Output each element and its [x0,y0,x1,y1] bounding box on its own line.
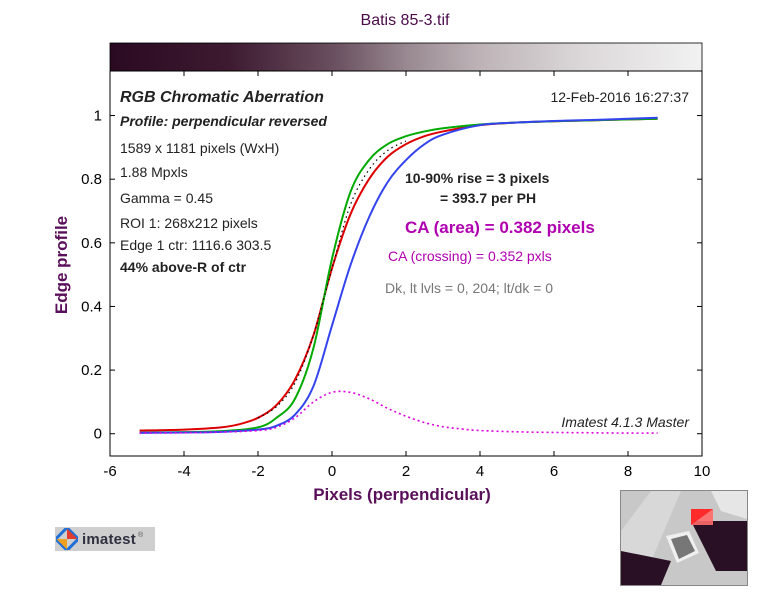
info-dk: Dk, lt lvls = 0, 204; lt/dk = 0 [385,280,553,296]
info-mpxls: 1.88 Mpxls [120,164,188,180]
y-tick-label: 0.6 [81,235,102,252]
x-tick-label: -2 [251,463,264,480]
series-line-3 [139,390,658,434]
info-rise2: = 393.7 per PH [440,190,536,206]
info-ca-crossing: CA (crossing) = 0.352 pxls [388,248,552,264]
y-tick-label: 0.4 [81,298,102,315]
x-tick-label: -4 [177,463,190,480]
imatest-logo-icon [56,528,78,550]
roi-thumbnail-image [621,491,747,585]
x-tick-label: -6 [103,463,116,480]
x-tick-label: 0 [328,463,336,480]
x-tick-label: 8 [624,463,632,480]
series-line-4 [257,140,407,419]
imatest-logo-registered: ® [137,531,144,539]
info-roi: ROI 1: 268x212 pixels [120,215,258,231]
imatest-logo: imatest ® [55,527,155,551]
x-axis-label: Pixels (perpendicular) [313,485,491,504]
axes: -6 -4 -2 0 2 4 6 8 10 0 0.2 0.4 0.6 0.8 1 [81,71,710,480]
info-profile: Profile: perpendicular reversed [120,113,327,129]
info-heading: RGB Chromatic Aberration [120,89,324,106]
info-date: 12-Feb-2016 16:27:37 [550,89,689,105]
info-version: Imatest 4.1.3 Master [561,414,690,430]
y-axis-label: Edge profile [52,216,71,314]
y-tick-label: 0.2 [81,362,102,379]
imatest-logo-text: imatest [82,530,136,548]
info-rise1: 10-90% rise = 3 pixels [405,170,550,186]
x-tick-label: 2 [402,463,410,480]
chart-title: Batis 85-3.tif [361,12,450,29]
x-tick-label: 4 [476,463,484,480]
x-tick-label: 6 [550,463,558,480]
gradient-bar [109,42,703,72]
info-pixels: 1589 x 1181 pixels (WxH) [120,140,279,156]
x-tick-label: 10 [694,463,711,480]
series-line-2 [139,116,658,434]
plot-frame [109,70,703,457]
info-ca-area: CA (area) = 0.382 pixels [405,218,595,237]
info-gamma: Gamma = 0.45 [120,190,213,206]
series-group [139,116,658,434]
roi-thumbnail [620,490,748,586]
y-tick-label: 0 [94,426,102,443]
y-tick-label: 1 [94,108,102,125]
info-edge-ctr: Edge 1 ctr: 1116.6 303.5 [120,237,271,253]
info-above: 44% above-R of ctr [120,259,247,275]
y-tick-label: 0.8 [81,171,102,188]
